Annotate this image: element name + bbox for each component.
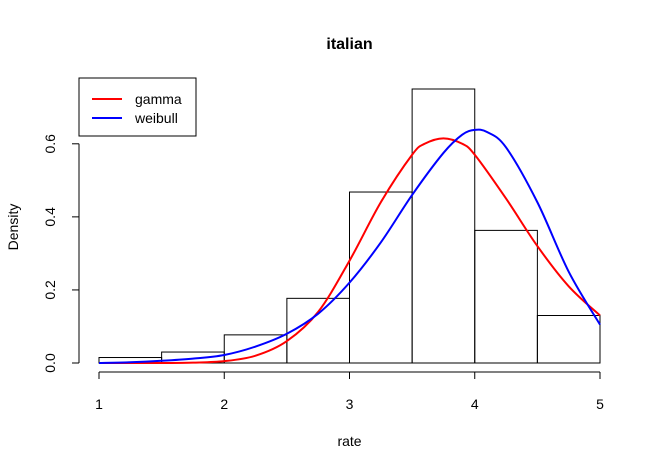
legend-box xyxy=(78,77,197,137)
y-axis-label: Density xyxy=(5,204,21,251)
legend: gamma weibull xyxy=(78,77,197,137)
weibull-curve xyxy=(98,128,601,364)
histogram-bar-8 xyxy=(536,315,601,364)
histogram-bar-5 xyxy=(349,191,413,364)
chart-title: italian xyxy=(326,36,372,53)
x-tick-label: 5 xyxy=(596,396,604,412)
histogram-bar-7 xyxy=(474,229,538,364)
y-tick-label: 0.0 xyxy=(42,353,58,373)
x-tick-label: 2 xyxy=(220,396,228,412)
y-tick-label: 0.6 xyxy=(42,134,58,154)
x-tick-label: 1 xyxy=(95,396,103,412)
density-curves xyxy=(98,128,601,365)
histogram-bar-4 xyxy=(286,297,350,364)
x-tick-label: 3 xyxy=(346,396,354,412)
x-axis: 1 2 3 4 5 xyxy=(95,371,604,412)
x-tick-label: 4 xyxy=(471,396,479,412)
y-axis: 0.0 0.2 0.4 0.6 xyxy=(42,134,80,373)
legend-label-weibull: weibull xyxy=(134,110,178,126)
gamma-curve xyxy=(98,137,601,365)
y-tick-label: 0.4 xyxy=(42,207,58,227)
y-tick-label: 0.2 xyxy=(42,280,58,300)
x-axis-label: rate xyxy=(337,433,361,449)
histogram-bar-6 xyxy=(411,88,476,364)
histogram-bars xyxy=(98,88,601,364)
legend-label-gamma: gamma xyxy=(135,91,182,107)
